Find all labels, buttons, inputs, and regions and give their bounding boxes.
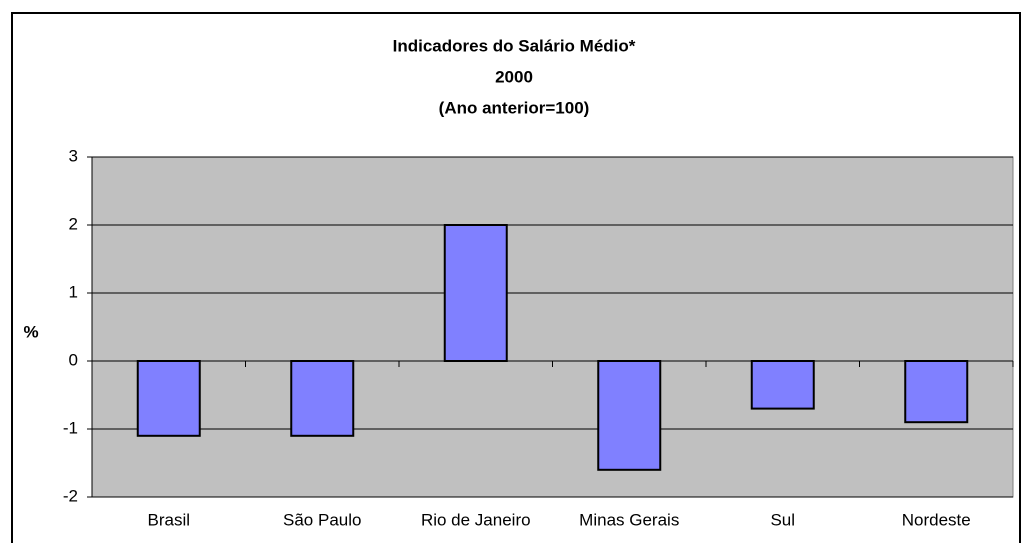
x-tick-label: Rio de Janeiro [421,510,531,529]
y-tick-label: 2 [69,214,78,233]
y-tick-label: 3 [69,146,78,165]
chart-title: (Ano anterior=100) [439,98,590,117]
chart-title: Indicadores do Salário Médio* [393,36,636,55]
y-axis-label: % [23,322,38,341]
x-tick-label: Minas Gerais [579,510,679,529]
x-tick-label: Brasil [147,510,190,529]
x-tick-label: Sul [770,510,795,529]
x-tick-label: São Paulo [283,510,361,529]
bar [136,360,201,437]
bar [290,360,355,437]
y-tick-label: -2 [63,486,78,505]
bar [597,360,662,471]
y-tick-label: -1 [63,418,78,437]
chart-title: 2000 [495,67,533,86]
bar [750,360,815,410]
x-tick-label: Nordeste [902,510,971,529]
bar [904,360,969,424]
bar [443,224,508,362]
y-tick-label: 1 [69,282,78,301]
plot-area [91,156,1014,498]
y-tick-label: 0 [69,350,78,369]
